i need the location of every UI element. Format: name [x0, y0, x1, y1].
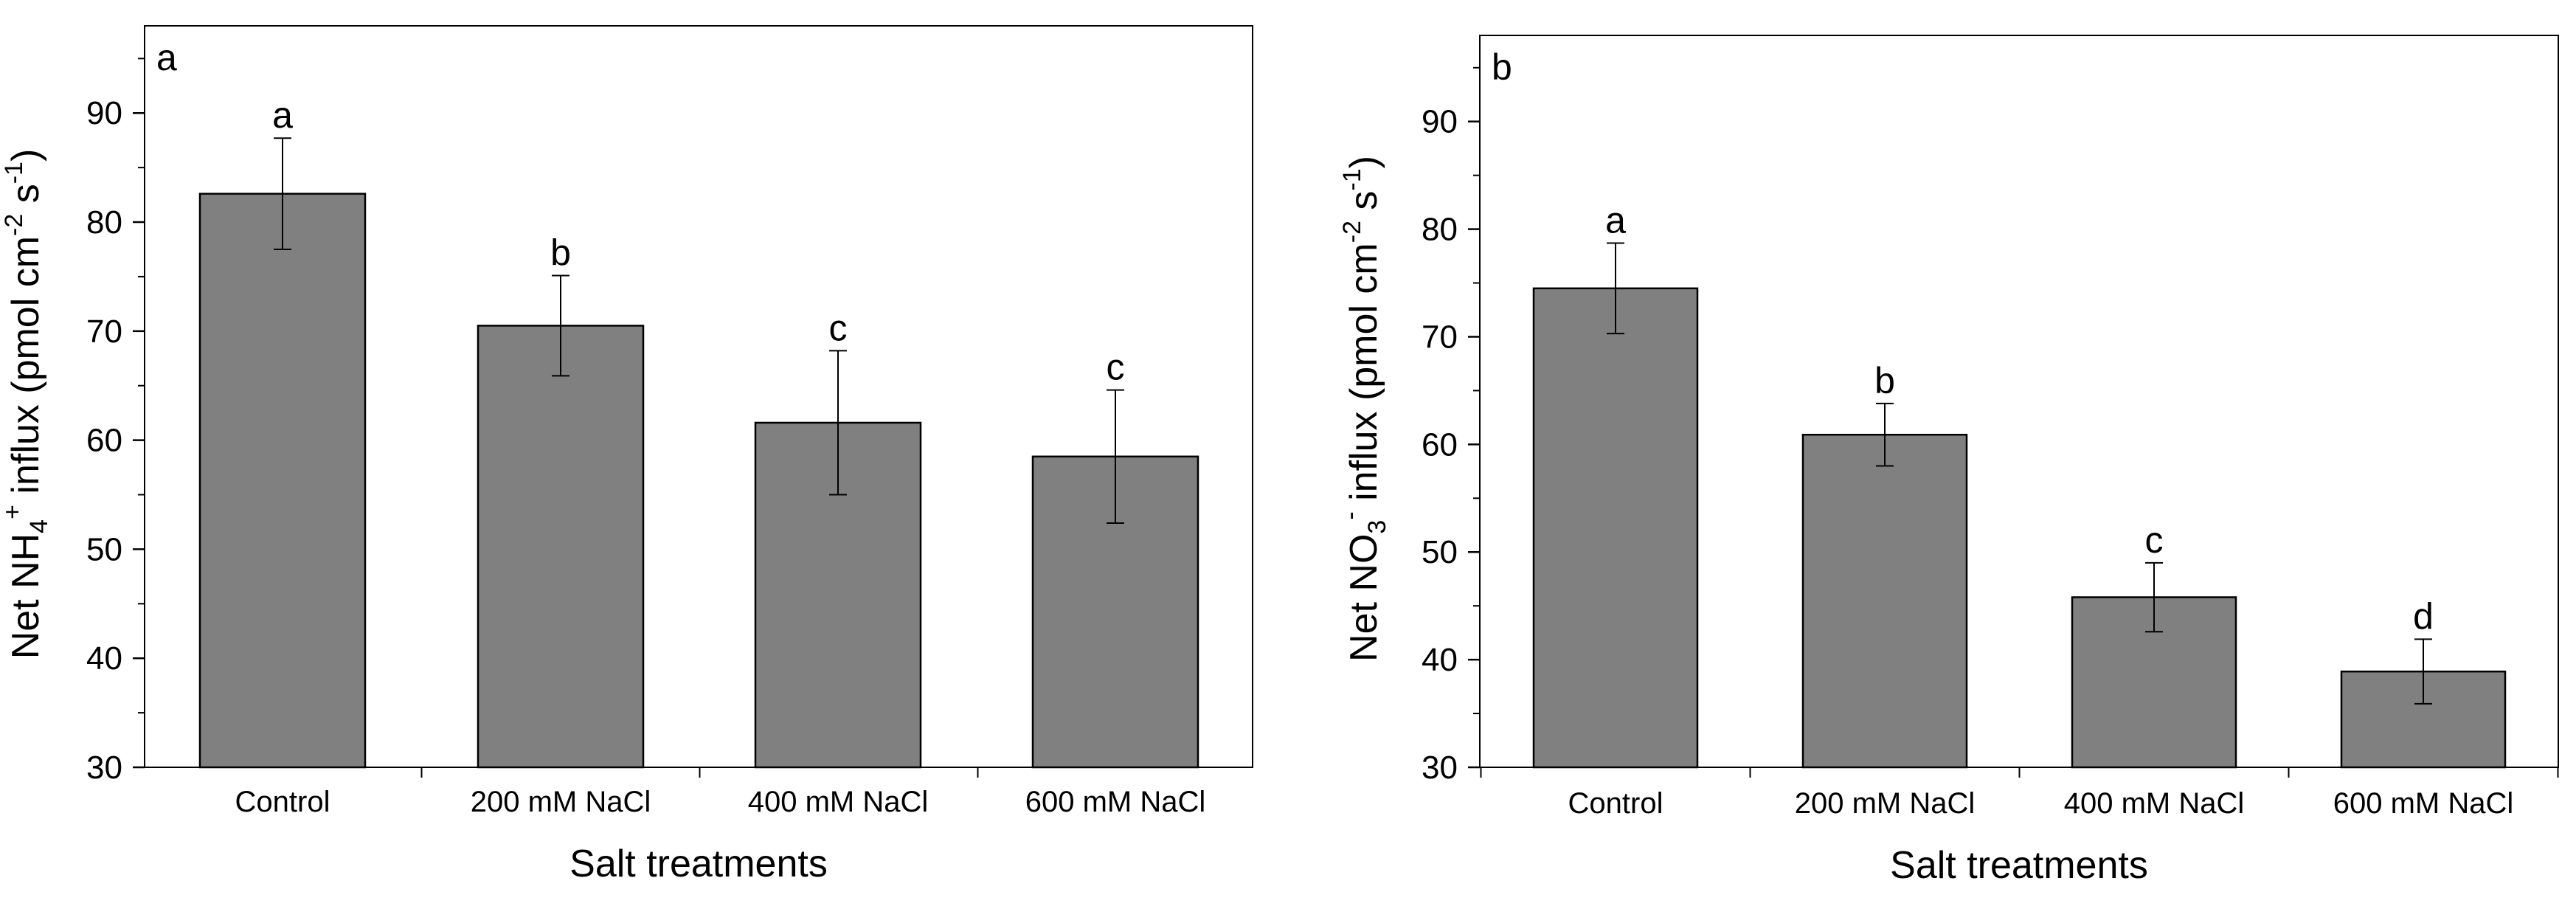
y-tick-label: 30 [1422, 750, 1458, 786]
bar-b-1 [1801, 433, 1968, 769]
error-bar-b-1 [1876, 402, 1894, 467]
y-title-subscript: 3 [1363, 520, 1391, 534]
significance-letter: d [2413, 595, 2434, 637]
bar-b-0 [1532, 287, 1699, 769]
error-bar-a-3 [1107, 389, 1124, 524]
y-tick-label: 40 [86, 640, 122, 677]
x-category-label: 600 mM NaCl [1025, 786, 1206, 818]
x-category-label: 400 mM NaCl [2064, 787, 2245, 820]
error-bar-a-0 [274, 137, 291, 250]
y-title-text: influx (pmol cm [1343, 243, 1385, 511]
y-axis-title: Net NH4+ influx (pmol cm-2 s-1) [0, 149, 53, 660]
y-title-text: influx (pmol cm [4, 236, 47, 505]
chart-panel-a: 30 40 50 60 70 80 90 a Control b 200 mM NaCl c 400 m… [0, 25, 1253, 885]
y-title-superscript: + [0, 505, 27, 519]
error-bar-a-2 [829, 350, 847, 496]
y-title-text: ) [1343, 156, 1385, 168]
significance-letter: a [272, 94, 293, 136]
panel-label: a [156, 37, 177, 78]
error-bar-b-3 [2414, 638, 2432, 705]
y-title-superscript: -2 [0, 214, 28, 236]
y-tick-label: 60 [1422, 426, 1458, 463]
y-tick-label: 50 [86, 531, 122, 567]
y-tick-label: 60 [86, 423, 122, 459]
x-category-label: 600 mM NaCl [2333, 787, 2514, 820]
significance-letter: c [2145, 519, 2164, 561]
y-title-superscript: -1 [0, 162, 28, 184]
y-title-subscript: 4 [25, 519, 53, 533]
error-bar-a-1 [552, 274, 569, 377]
bar-a-0 [198, 193, 367, 769]
y-title-text: Net NO [1343, 534, 1385, 662]
y-tick-label: 90 [86, 95, 122, 131]
x-category-label: 200 mM NaCl [1795, 787, 1976, 820]
y-title-text: s [1343, 191, 1385, 221]
y-title-text: s [4, 184, 47, 213]
x-category-label: 200 mM NaCl [471, 786, 651, 818]
panel-label: b [1492, 46, 1512, 88]
y-title-superscript: - [1337, 511, 1365, 519]
bar-a-1 [477, 325, 645, 769]
error-bar-b-2 [2145, 561, 2163, 633]
x-axis-title: Salt treatments [569, 843, 828, 885]
x-category-label: Control [235, 786, 330, 818]
y-title-text: Net NH [4, 533, 47, 659]
y-title-text: ) [4, 149, 47, 162]
x-category-label: 400 mM NaCl [748, 786, 929, 818]
y-axis-title: Net NO3- influx (pmol cm-2 s-1) [1337, 156, 1391, 662]
y-tick-label: 40 [1422, 642, 1458, 678]
significance-letter: b [550, 232, 571, 273]
y-tick-label: 70 [86, 314, 122, 350]
y-tick-label: 70 [1422, 319, 1458, 355]
significance-letter: b [1874, 360, 1895, 401]
significance-letter: a [1605, 200, 1626, 241]
error-bar-b-0 [1607, 242, 1624, 335]
y-tick-label: 50 [1422, 534, 1458, 570]
significance-letter: c [1107, 347, 1125, 388]
y-title-superscript: -2 [1338, 221, 1366, 243]
y-tick-label: 90 [1422, 104, 1458, 140]
x-axis-title: Salt treatments [1890, 844, 2148, 887]
y-tick-label: 80 [1422, 212, 1458, 248]
plot-frame [144, 25, 1253, 768]
y-tick-label: 80 [86, 204, 122, 241]
y-title-superscript: -1 [1338, 168, 1366, 190]
significance-letter: c [829, 307, 848, 348]
chart-panel-b: 30 40 50 60 70 80 90 a Control b 200 mM NaCl c 400 m… [1337, 35, 2559, 887]
y-tick-label: 30 [86, 750, 122, 786]
x-category-label: Control [1568, 787, 1663, 820]
